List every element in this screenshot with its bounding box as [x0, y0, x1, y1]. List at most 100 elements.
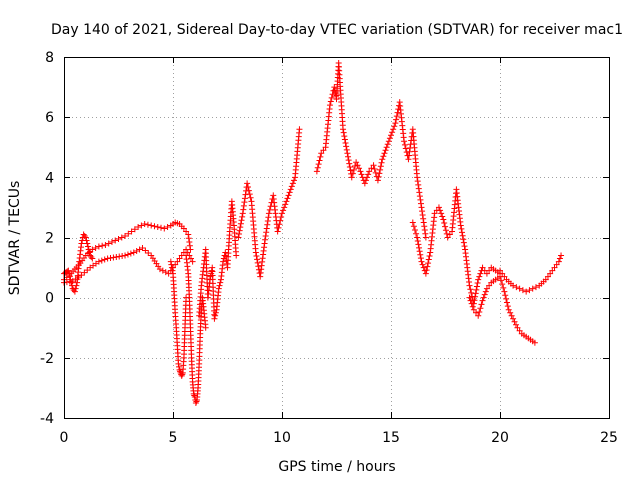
data-point — [483, 270, 490, 277]
data-point-fill — [328, 94, 335, 101]
data-point-fill — [500, 284, 507, 291]
data-point-fill — [332, 93, 339, 100]
data-point-fill — [356, 165, 363, 172]
data-point-fill — [136, 246, 143, 253]
data-point-fill — [386, 135, 393, 142]
data-point — [279, 210, 285, 217]
y-tick-label: 0 — [45, 291, 54, 307]
data-point-fill — [442, 227, 449, 234]
data-point — [457, 222, 464, 229]
data-point — [516, 285, 523, 292]
series-peak-12-17h — [313, 60, 429, 241]
data-point-fill — [314, 164, 321, 171]
data-point-fill — [513, 284, 520, 291]
data-point — [313, 168, 320, 175]
data-point-fill — [142, 247, 149, 254]
y-tick-label: -4 — [40, 411, 54, 427]
data-point — [422, 234, 429, 241]
data-point-fill — [547, 270, 554, 277]
data-point-fill — [175, 363, 182, 370]
data-point-fill — [406, 148, 413, 155]
data-point-fill — [376, 170, 383, 177]
data-point-fill — [461, 243, 468, 250]
data-point-fill — [511, 318, 518, 325]
data-point-fill — [99, 242, 106, 249]
data-point-fill — [290, 177, 297, 184]
data-point-fill — [288, 183, 295, 190]
data-point-fill — [92, 245, 99, 252]
data-point — [409, 219, 416, 226]
data-point-fill — [420, 219, 427, 226]
data-point-fill — [247, 194, 254, 201]
data-point — [192, 399, 199, 406]
series-decline-16-20h — [409, 186, 503, 307]
data-point — [379, 156, 386, 163]
data-point-fill — [176, 255, 183, 262]
data-point-fill — [241, 199, 248, 206]
data-point-fill — [393, 116, 400, 123]
data-point-fill — [472, 290, 479, 297]
data-point-fill — [286, 189, 293, 196]
data-point — [148, 222, 155, 229]
data-point-fill — [419, 261, 426, 268]
data-point — [95, 243, 102, 250]
data-point-fill — [346, 160, 353, 167]
data-point — [357, 168, 364, 175]
data-point-fill — [264, 221, 271, 228]
data-point-fill — [237, 220, 244, 227]
data-point-fill — [275, 224, 282, 231]
data-point-fill — [508, 312, 515, 319]
data-point-fill — [86, 249, 93, 256]
data-point-fill — [266, 206, 273, 213]
data-point — [222, 249, 229, 256]
data-point — [84, 243, 91, 250]
data-point-fill — [417, 255, 424, 262]
data-point-fill — [414, 237, 421, 244]
data-point — [361, 180, 368, 187]
data-point-fill — [186, 239, 193, 246]
data-point-fill — [208, 267, 215, 274]
data-point — [549, 267, 556, 274]
data-point — [128, 228, 135, 235]
data-point — [444, 234, 451, 241]
data-point-fill — [110, 254, 117, 261]
data-point-fill — [401, 141, 408, 148]
data-point-fill — [151, 223, 158, 230]
data-point-fill — [282, 201, 289, 208]
data-point-fill — [119, 253, 126, 260]
data-point-fill — [354, 162, 361, 169]
data-point — [180, 225, 187, 232]
data-point — [470, 306, 477, 313]
data-point — [370, 162, 377, 169]
data-point — [388, 132, 394, 139]
y-tick-label: 6 — [45, 110, 54, 126]
data-point-fill — [254, 256, 261, 263]
data-point-fill — [424, 263, 431, 270]
data-point-fill — [411, 226, 418, 233]
data-point-fill — [144, 221, 151, 228]
data-point-fill — [375, 173, 382, 180]
data-point — [318, 150, 325, 157]
data-point-fill — [416, 193, 423, 200]
data-point — [265, 210, 272, 217]
data-point-fill — [372, 169, 379, 176]
data-point-fill — [394, 109, 401, 116]
data-point-fill — [459, 232, 466, 239]
data-point-fill — [329, 91, 336, 98]
data-point-fill — [437, 207, 444, 214]
data-point-fill — [133, 248, 140, 255]
data-point — [466, 294, 473, 301]
data-point-fill — [458, 225, 465, 232]
data-point — [89, 255, 96, 262]
data-point-fill — [241, 195, 248, 202]
data-point-fill — [482, 288, 489, 295]
data-point-fill — [553, 261, 560, 268]
data-point — [558, 252, 565, 259]
data-point-fill — [281, 204, 288, 211]
data-point — [392, 120, 399, 127]
series-late-cluster — [466, 273, 538, 346]
data-point-fill — [476, 308, 483, 315]
data-point-fill — [72, 285, 79, 292]
data-point-fill — [415, 241, 422, 248]
